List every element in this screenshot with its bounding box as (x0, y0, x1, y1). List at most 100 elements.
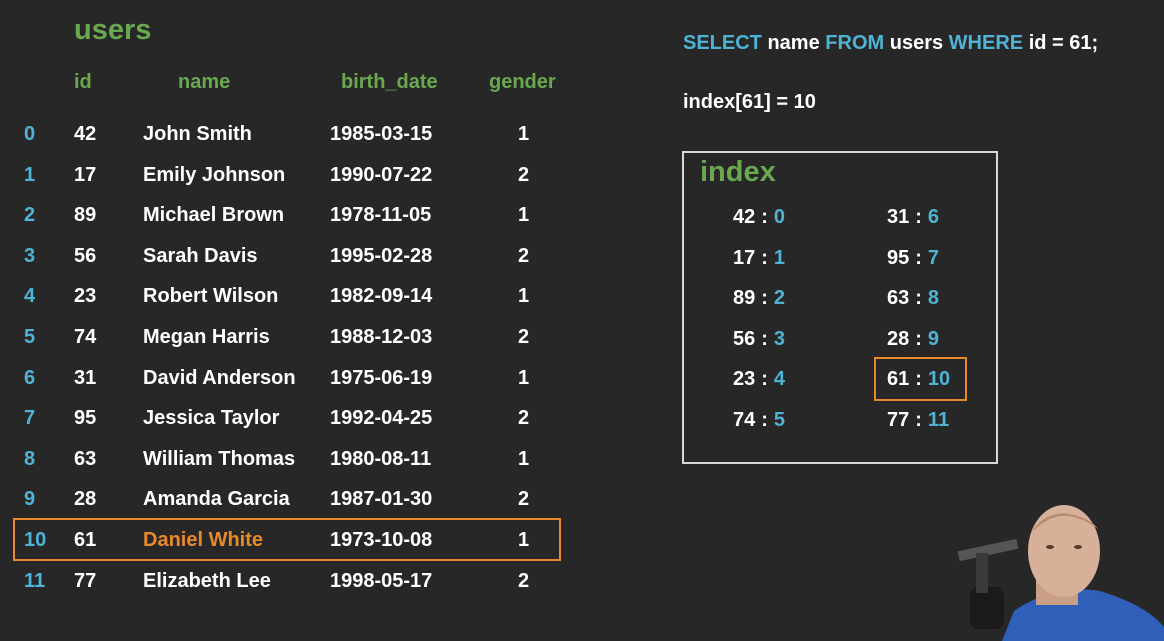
row-index: 10 (24, 529, 47, 551)
row-birth-date: 1992-04-25 (330, 407, 433, 429)
row-name: Daniel White (143, 529, 264, 551)
row-index: 6 (24, 367, 36, 389)
users-table-title: users (74, 14, 152, 46)
index-entry: 42:0 (733, 206, 785, 229)
row-id: 95 (74, 407, 97, 429)
index-separator: : (761, 206, 768, 228)
row-id: 42 (74, 123, 97, 145)
index-panel-title: index (700, 156, 776, 188)
select-keyword: SELECT (683, 32, 762, 54)
index-entry: 63:8 (887, 287, 939, 310)
row-gender: 2 (518, 407, 530, 429)
row-name: Jessica Taylor (143, 407, 280, 429)
query-table: users (889, 32, 944, 54)
index-key: 56 (733, 328, 756, 350)
index-separator: : (915, 409, 922, 431)
row-id: 28 (74, 488, 97, 510)
row-name: William Thomas (143, 448, 296, 470)
row-index: 9 (24, 488, 36, 510)
index-entry: 95:7 (887, 247, 939, 270)
table-row: 10 61 Daniel White 1973-10-08 1 (0, 519, 600, 559)
row-name: Megan Harris (143, 326, 270, 348)
header-id: id (74, 71, 92, 93)
index-key: 95 (887, 247, 910, 269)
highlighted-row-frame (13, 518, 561, 561)
index-entry: 23:4 (733, 368, 785, 391)
row-gender: 2 (518, 326, 530, 348)
row-birth-date: 1973-10-08 (330, 529, 433, 551)
index-entry: 77:11 (887, 409, 949, 432)
row-gender: 1 (518, 204, 530, 226)
row-gender: 1 (518, 529, 530, 551)
row-id: 23 (74, 285, 97, 307)
row-id: 74 (74, 326, 97, 348)
row-birth-date: 1988-12-03 (330, 326, 433, 348)
index-key: 89 (733, 287, 756, 309)
row-gender: 2 (518, 488, 530, 510)
row-index: 3 (24, 245, 36, 267)
table-row: 5 74 Megan Harris 1988-12-03 2 (0, 316, 600, 356)
index-key: 42 (733, 206, 756, 228)
row-id: 17 (74, 164, 97, 186)
index-separator: : (915, 206, 922, 228)
row-name: Sarah Davis (143, 245, 258, 267)
row-name: Michael Brown (143, 204, 285, 226)
index-panel (682, 151, 998, 464)
row-birth-date: 1985-03-15 (330, 123, 433, 145)
index-separator: : (761, 368, 768, 390)
row-name: John Smith (143, 123, 252, 145)
sql-query: SELECT name FROM users WHERE id = 61; (683, 32, 1098, 55)
row-id: 61 (74, 529, 97, 551)
row-id: 56 (74, 245, 97, 267)
index-value: 8 (927, 287, 940, 309)
index-entry: 74:5 (733, 409, 785, 432)
row-id: 31 (74, 367, 97, 389)
index-value: 7 (927, 247, 940, 269)
table-row: 11 77 Elizabeth Lee 1998-05-17 2 (0, 560, 600, 600)
row-birth-date: 1995-02-28 (330, 245, 433, 267)
row-id: 63 (74, 448, 97, 470)
row-name: Robert Wilson (143, 285, 279, 307)
index-key: 77 (887, 409, 910, 431)
index-entry: 17:1 (733, 247, 785, 270)
index-separator: : (761, 328, 768, 350)
index-separator: : (761, 247, 768, 269)
where-keyword: WHERE (948, 32, 1024, 54)
row-gender: 1 (518, 367, 530, 389)
row-birth-date: 1990-07-22 (330, 164, 433, 186)
row-name: Elizabeth Lee (143, 570, 271, 592)
index-key: 23 (733, 368, 756, 390)
index-value: 10 (927, 368, 951, 390)
row-gender: 1 (518, 285, 530, 307)
table-row: 0 42 John Smith 1985-03-15 1 (0, 113, 600, 153)
index-key: 31 (887, 206, 910, 228)
table-row: 6 31 David Anderson 1975-06-19 1 (0, 357, 600, 397)
index-separator: : (761, 409, 768, 431)
index-value: 9 (927, 328, 940, 350)
index-value: 5 (773, 409, 786, 431)
presenter-webcam (957, 505, 1164, 641)
row-index: 0 (24, 123, 36, 145)
row-birth-date: 1998-05-17 (330, 570, 433, 592)
header-birth-date: birth_date (341, 71, 438, 93)
header-name: name (178, 71, 231, 93)
index-key: 61 (887, 368, 910, 390)
row-index: 1 (24, 164, 36, 186)
index-entry: 89:2 (733, 287, 785, 310)
table-row: 8 63 William Thomas 1980-08-11 1 (0, 438, 600, 478)
index-key: 28 (887, 328, 910, 350)
index-key: 63 (887, 287, 910, 309)
row-name: Amanda Garcia (143, 488, 290, 510)
row-birth-date: 1987-01-30 (330, 488, 433, 510)
index-entry: 56:3 (733, 328, 785, 351)
row-gender: 2 (518, 164, 530, 186)
row-gender: 1 (518, 448, 530, 470)
index-key: 17 (733, 247, 756, 269)
index-lookup-expression: index[61] = 10 (683, 91, 816, 113)
index-entry: 31:6 (887, 206, 939, 229)
index-separator: : (915, 287, 922, 309)
row-name: Emily Johnson (143, 164, 286, 186)
row-name: David Anderson (143, 367, 296, 389)
index-separator: : (915, 247, 922, 269)
table-row: 7 95 Jessica Taylor 1992-04-25 2 (0, 397, 600, 437)
